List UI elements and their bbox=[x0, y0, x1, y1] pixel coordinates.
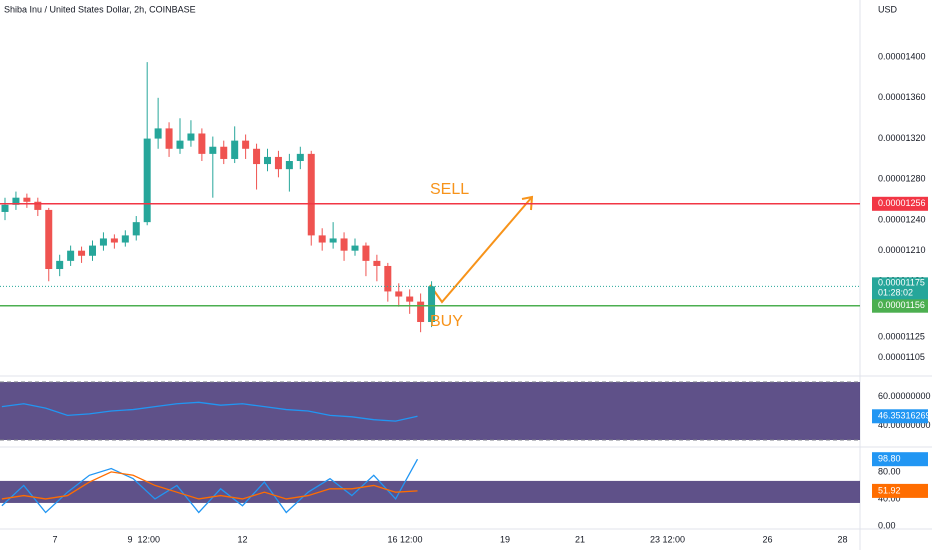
x-tick-label: 28 bbox=[837, 534, 847, 544]
x-tick-label: 12:00 bbox=[400, 534, 423, 544]
level-annotation: SELL bbox=[430, 181, 469, 198]
candle-body bbox=[362, 245, 370, 261]
level-annotation: BUY bbox=[430, 313, 463, 330]
candle-body bbox=[89, 245, 96, 256]
value-label: 46.35316269 bbox=[878, 411, 931, 421]
y-tick-label: 40.00000000 bbox=[878, 420, 931, 430]
candle-body bbox=[395, 291, 403, 297]
x-tick-label: 7 bbox=[52, 534, 57, 544]
arrow-head bbox=[521, 195, 534, 211]
candle-body bbox=[351, 245, 359, 251]
x-tick-label: 12:00 bbox=[662, 534, 685, 544]
candle-body bbox=[329, 238, 337, 243]
value-label: 98.80 bbox=[878, 454, 901, 464]
x-tick-label: 21 bbox=[575, 534, 585, 544]
y-tick-label: 0.00001400 bbox=[878, 51, 926, 61]
candle-body bbox=[99, 238, 107, 246]
axis-label: USD bbox=[878, 4, 898, 14]
y-tick-label: 0.00001320 bbox=[878, 133, 926, 143]
candle-body bbox=[307, 153, 315, 236]
candle-body bbox=[67, 250, 75, 261]
level-label-bg bbox=[872, 298, 928, 313]
y-tick-label: 0.00001105 bbox=[878, 352, 925, 362]
candle-body bbox=[373, 260, 381, 266]
value-label: 51.92 bbox=[878, 485, 901, 495]
candle-body bbox=[384, 265, 392, 292]
candle-body bbox=[318, 235, 326, 243]
x-tick-label: 23 bbox=[650, 534, 660, 544]
candle-body bbox=[121, 235, 129, 243]
price-label-bg bbox=[872, 277, 928, 300]
x-tick-label: 12:00 bbox=[137, 534, 160, 544]
candle-body bbox=[110, 238, 118, 243]
candle-body bbox=[34, 201, 42, 210]
chart-title: Shiba Inu / United States Dollar, 2h, CO… bbox=[4, 4, 196, 14]
candle-body bbox=[165, 128, 173, 149]
candle-body bbox=[231, 140, 239, 159]
indicator-line bbox=[1, 458, 419, 514]
candle-body bbox=[198, 133, 206, 154]
indicator-line bbox=[1, 471, 418, 500]
candle-body bbox=[296, 153, 304, 162]
candle-body bbox=[285, 161, 293, 170]
candle-body bbox=[45, 209, 53, 270]
candle-body bbox=[56, 260, 64, 270]
y-tick-label: 0.00001280 bbox=[878, 174, 926, 184]
level-label-bg bbox=[872, 196, 928, 211]
x-tick-label: 26 bbox=[762, 534, 772, 544]
level-label: 0.00001256 bbox=[878, 198, 926, 208]
candle-body bbox=[143, 138, 151, 223]
candle-body bbox=[154, 128, 162, 139]
y-tick-label: 80.00 bbox=[878, 466, 901, 476]
y-tick-label: 0.00001210 bbox=[878, 245, 926, 255]
x-tick-label: 9 bbox=[127, 534, 132, 544]
candle-body bbox=[132, 222, 140, 236]
y-tick-label: 60.00000000 bbox=[878, 391, 931, 401]
y-tick-label: 0.00001240 bbox=[878, 214, 926, 224]
candle-body bbox=[23, 197, 31, 202]
candle-body bbox=[209, 146, 217, 154]
candle-body bbox=[428, 286, 436, 323]
countdown: 01:28:02 bbox=[878, 288, 913, 298]
candle-body bbox=[274, 156, 282, 170]
value-label-bg bbox=[872, 452, 928, 467]
candle-body bbox=[264, 156, 271, 165]
candle-body bbox=[340, 238, 348, 251]
candle-body bbox=[242, 140, 250, 149]
price-label: 0.00001175 bbox=[878, 278, 925, 288]
indicator-line bbox=[1, 401, 418, 422]
candle-body bbox=[406, 296, 414, 302]
candle-body bbox=[78, 250, 86, 256]
candle-body bbox=[417, 301, 425, 323]
candle-body bbox=[176, 140, 184, 149]
candle-body bbox=[12, 197, 20, 205]
y-tick-label: 0.00 bbox=[878, 520, 896, 530]
rsi-band bbox=[0, 382, 860, 440]
candle-body bbox=[253, 148, 261, 165]
candle-body bbox=[220, 146, 228, 159]
stoch-band bbox=[0, 480, 860, 503]
candle-body bbox=[1, 204, 9, 212]
x-tick-label: 12 bbox=[237, 534, 247, 544]
x-tick-label: 19 bbox=[500, 534, 510, 544]
value-label-bg bbox=[872, 409, 928, 424]
value-label-bg bbox=[872, 483, 928, 498]
y-tick-label: 40.00 bbox=[878, 493, 901, 503]
y-tick-label: 0.00001125 bbox=[878, 332, 925, 342]
level-label: 0.00001156 bbox=[878, 300, 925, 310]
y-tick-label: 0.00001360 bbox=[878, 92, 926, 102]
x-tick-label: 16 bbox=[387, 534, 397, 544]
candle-body bbox=[187, 133, 195, 141]
